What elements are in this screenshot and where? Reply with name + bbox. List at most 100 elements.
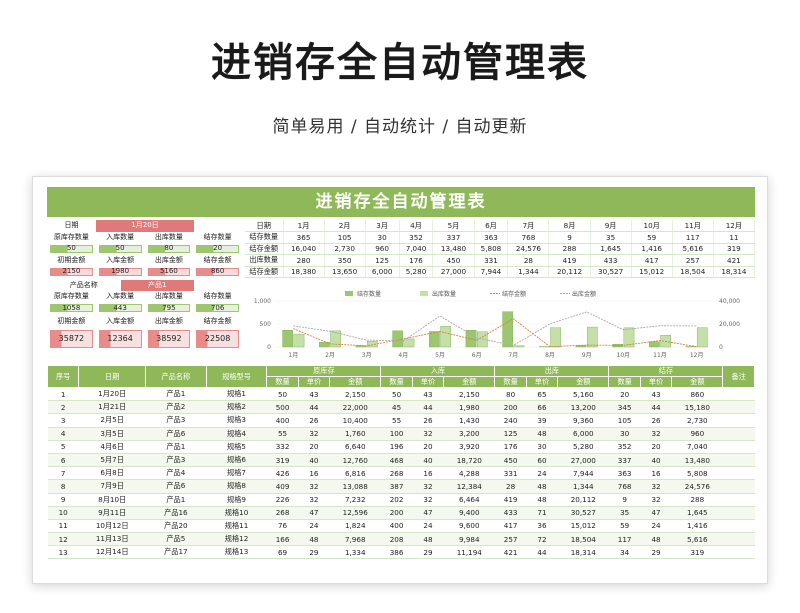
table-cell[interactable]: 产品6 bbox=[145, 427, 207, 441]
table-cell[interactable]: 2 bbox=[47, 400, 79, 415]
table-cell[interactable]: 规格8 bbox=[206, 479, 267, 494]
table-cell[interactable]: 50 bbox=[380, 387, 413, 402]
table-cell[interactable]: 1,344 bbox=[557, 479, 609, 494]
table-cell[interactable]: 7,232 bbox=[329, 493, 381, 507]
table-cell[interactable]: 规格5 bbox=[206, 440, 267, 454]
table-cell[interactable]: 32 bbox=[298, 427, 330, 441]
table-cell[interactable]: 125 bbox=[494, 427, 527, 441]
table-cell[interactable]: 860 bbox=[671, 387, 723, 402]
table-cell[interactable]: 39 bbox=[526, 413, 558, 428]
table-cell[interactable]: 2,150 bbox=[443, 387, 495, 402]
table-cell[interactable]: 29 bbox=[412, 545, 444, 560]
table-cell[interactable]: 24 bbox=[526, 466, 558, 481]
table-cell[interactable]: 28 bbox=[494, 479, 527, 494]
table-cell[interactable]: 960 bbox=[671, 427, 723, 441]
table-cell[interactable]: 2月5日 bbox=[78, 413, 146, 428]
table-cell[interactable]: 32 bbox=[298, 493, 330, 507]
table-cell[interactable]: 35 bbox=[608, 506, 641, 520]
table-cell[interactable]: 6 bbox=[47, 453, 79, 468]
table-cell[interactable]: 15,012 bbox=[557, 519, 609, 534]
table-cell[interactable]: 6月8日 bbox=[78, 466, 146, 481]
table-cell[interactable]: 433 bbox=[494, 506, 527, 520]
table-cell[interactable]: 1月21日 bbox=[78, 400, 146, 415]
table-cell[interactable]: 196 bbox=[380, 440, 413, 454]
table-cell[interactable]: 44 bbox=[298, 400, 330, 415]
table-cell[interactable]: 331 bbox=[494, 466, 527, 481]
table-cell[interactable]: 45 bbox=[380, 400, 413, 415]
table-cell[interactable]: 48 bbox=[526, 493, 558, 507]
table-cell[interactable]: 产品4 bbox=[145, 466, 207, 481]
table-cell[interactable]: 规格13 bbox=[206, 545, 267, 560]
table-cell[interactable]: 421 bbox=[494, 545, 527, 560]
table-cell[interactable]: 1,980 bbox=[443, 400, 495, 415]
table-cell[interactable]: 4 bbox=[47, 427, 79, 441]
product-selector[interactable]: 产品1 bbox=[120, 279, 194, 291]
table-cell[interactable]: 12,760 bbox=[329, 453, 381, 468]
table-cell[interactable]: 48 bbox=[298, 532, 330, 547]
table-cell[interactable]: 6,000 bbox=[557, 427, 609, 441]
table-cell[interactable]: 768 bbox=[608, 479, 641, 494]
table-cell[interactable]: 24,576 bbox=[671, 479, 723, 494]
table-cell[interactable]: 规格9 bbox=[206, 493, 267, 507]
table-cell[interactable]: 5 bbox=[47, 440, 79, 454]
table-cell[interactable]: 18,720 bbox=[443, 453, 495, 468]
table-cell[interactable]: 7月9日 bbox=[78, 479, 146, 494]
table-cell[interactable]: 10 bbox=[47, 506, 79, 520]
table-cell[interactable]: 55 bbox=[266, 427, 299, 441]
table-cell[interactable]: 6,640 bbox=[329, 440, 381, 454]
table-cell[interactable]: 20 bbox=[298, 440, 330, 454]
table-cell[interactable]: 产品17 bbox=[145, 545, 207, 560]
table-cell[interactable]: 30 bbox=[608, 427, 641, 441]
table-cell[interactable]: 1 bbox=[47, 387, 79, 402]
table-cell[interactable]: 332 bbox=[266, 440, 299, 454]
table-cell[interactable]: 32 bbox=[298, 479, 330, 494]
remark-cell[interactable] bbox=[722, 453, 755, 468]
remark-cell[interactable] bbox=[722, 519, 755, 534]
table-cell[interactable]: 规格3 bbox=[206, 413, 267, 428]
table-cell[interactable]: 32 bbox=[412, 479, 444, 494]
table-cell[interactable]: 规格6 bbox=[206, 453, 267, 468]
remark-cell[interactable] bbox=[722, 479, 755, 494]
table-cell[interactable]: 176 bbox=[494, 440, 527, 454]
table-cell[interactable]: 8 bbox=[47, 479, 79, 494]
table-cell[interactable]: 产品5 bbox=[145, 532, 207, 547]
table-cell[interactable]: 76 bbox=[266, 519, 299, 534]
table-cell[interactable]: 47 bbox=[298, 506, 330, 520]
table-cell[interactable]: 9月11日 bbox=[78, 506, 146, 520]
table-cell[interactable]: 34 bbox=[608, 545, 641, 560]
table-cell[interactable]: 387 bbox=[380, 479, 413, 494]
table-cell[interactable]: 16 bbox=[412, 466, 444, 481]
remark-cell[interactable] bbox=[722, 440, 755, 454]
table-cell[interactable]: 1月20日 bbox=[78, 387, 146, 402]
table-cell[interactable]: 4,288 bbox=[443, 466, 495, 481]
table-cell[interactable]: 5,160 bbox=[557, 387, 609, 402]
table-cell[interactable]: 32 bbox=[640, 427, 672, 441]
table-cell[interactable]: 规格1 bbox=[206, 387, 267, 402]
remark-cell[interactable] bbox=[722, 466, 755, 481]
remark-cell[interactable] bbox=[722, 506, 755, 520]
table-cell[interactable]: 13,200 bbox=[557, 400, 609, 415]
table-cell[interactable]: 202 bbox=[380, 493, 413, 507]
table-cell[interactable]: 60 bbox=[526, 453, 558, 468]
table-cell[interactable]: 200 bbox=[494, 400, 527, 415]
table-cell[interactable]: 26 bbox=[298, 413, 330, 428]
table-cell[interactable]: 20 bbox=[608, 387, 641, 402]
table-cell[interactable]: 6,816 bbox=[329, 466, 381, 481]
table-cell[interactable]: 3 bbox=[47, 413, 79, 428]
table-cell[interactable]: 产品3 bbox=[145, 453, 207, 468]
table-cell[interactable]: 10,400 bbox=[329, 413, 381, 428]
table-cell[interactable]: 30 bbox=[526, 440, 558, 454]
table-cell[interactable]: 1,416 bbox=[671, 519, 723, 534]
table-cell[interactable]: 产品1 bbox=[145, 387, 207, 402]
table-cell[interactable]: 240 bbox=[494, 413, 527, 428]
table-cell[interactable]: 12,384 bbox=[443, 479, 495, 494]
table-cell[interactable]: 72 bbox=[526, 532, 558, 547]
remark-cell[interactable] bbox=[722, 545, 755, 560]
table-cell[interactable]: 产品1 bbox=[145, 493, 207, 507]
table-cell[interactable]: 7,040 bbox=[671, 440, 723, 454]
table-cell[interactable]: 产品3 bbox=[145, 413, 207, 428]
remark-cell[interactable] bbox=[722, 400, 755, 415]
remark-cell[interactable] bbox=[722, 532, 755, 547]
table-cell[interactable]: 9,400 bbox=[443, 506, 495, 520]
table-cell[interactable]: 12 bbox=[47, 532, 79, 547]
